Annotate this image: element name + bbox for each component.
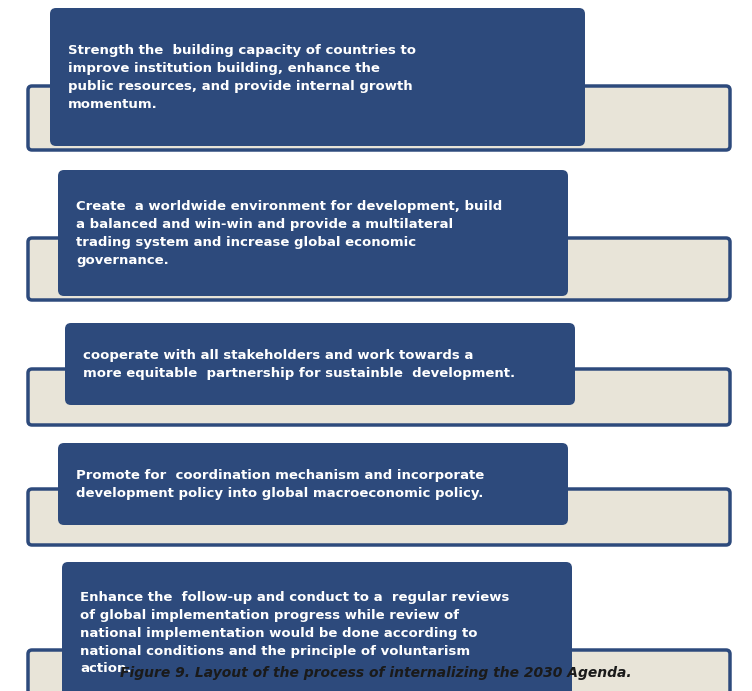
FancyBboxPatch shape bbox=[28, 650, 730, 691]
FancyBboxPatch shape bbox=[28, 238, 730, 300]
FancyBboxPatch shape bbox=[62, 562, 572, 691]
FancyBboxPatch shape bbox=[58, 443, 568, 525]
FancyBboxPatch shape bbox=[28, 489, 730, 545]
Text: Enhance the  follow-up and conduct to a  regular reviews
of global implementatio: Enhance the follow-up and conduct to a r… bbox=[80, 591, 509, 676]
Text: cooperate with all stakeholders and work towards a
more equitable  partnership f: cooperate with all stakeholders and work… bbox=[83, 348, 515, 379]
Text: Strength the  building capacity of countries to
improve institution building, en: Strength the building capacity of countr… bbox=[68, 44, 416, 111]
FancyBboxPatch shape bbox=[28, 86, 730, 150]
Text: Promote for  coordination mechanism and incorporate
development policy into glob: Promote for coordination mechanism and i… bbox=[76, 468, 484, 500]
Text: Figure 9. Layout of the process of internalizing the 2030 Agenda.: Figure 9. Layout of the process of inter… bbox=[120, 666, 632, 680]
FancyBboxPatch shape bbox=[65, 323, 575, 405]
FancyBboxPatch shape bbox=[28, 369, 730, 425]
Text: Create  a worldwide environment for development, build
a balanced and win-win an: Create a worldwide environment for devel… bbox=[76, 200, 502, 267]
FancyBboxPatch shape bbox=[58, 170, 568, 296]
FancyBboxPatch shape bbox=[50, 8, 585, 146]
